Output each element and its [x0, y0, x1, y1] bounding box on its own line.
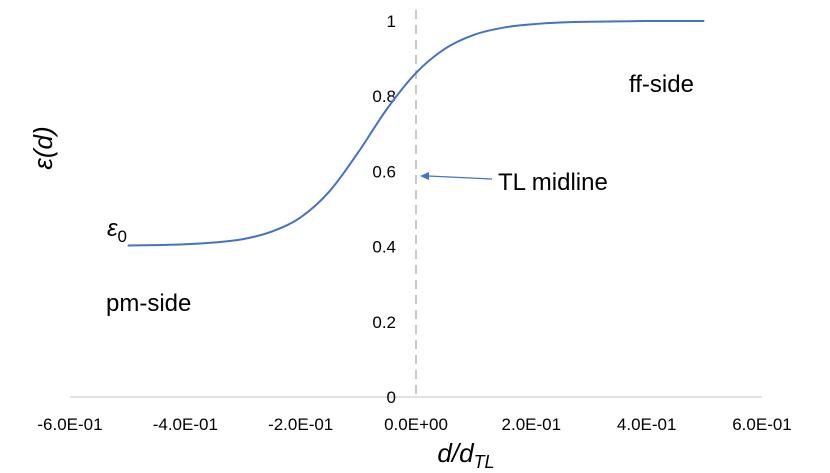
epsilon0-label: ε0	[107, 215, 127, 246]
x-tick-label: 4.0E-01	[617, 415, 677, 434]
y-tick-label: 0.2	[372, 313, 396, 332]
x-tick-labels: -6.0E-01 -4.0E-01 -2.0E-01 0.0E+00 2.0E-01 4.…	[37, 415, 791, 434]
tl-midline-arrow	[427, 175, 493, 180]
x-tick-label: -4.0E-01	[153, 415, 218, 434]
ff-side-label: ff-side	[629, 71, 694, 98]
epsilon0-symbol: ε	[107, 215, 118, 242]
tl-midline-arrowhead	[420, 172, 429, 180]
y-tick-label: 0.8	[372, 87, 396, 106]
y-tick-label: 1	[387, 12, 396, 31]
series-line	[127, 19, 705, 247]
y-axis-title: ε(d)	[28, 126, 58, 169]
tl-midline-label: TL midline	[498, 169, 608, 196]
x-tick-label: 2.0E-01	[502, 415, 562, 434]
x-tick-label: 6.0E-01	[732, 415, 792, 434]
epsilon0-subscript: 0	[118, 227, 127, 246]
y-tick-label: 0.4	[372, 238, 396, 257]
y-tick-label: 0.6	[372, 162, 396, 181]
y-tick-label: 0	[387, 388, 396, 407]
y-tick-labels: 0 0.2 0.4 0.6 0.8 1	[372, 12, 396, 407]
x-tick-label: -6.0E-01	[37, 415, 102, 434]
x-tick-label: 0.0E+00	[384, 415, 448, 434]
pm-side-label: pm-side	[106, 290, 191, 317]
x-tick-label: -2.0E-01	[268, 415, 333, 434]
x-axis-title: d/dTL	[437, 438, 494, 472]
